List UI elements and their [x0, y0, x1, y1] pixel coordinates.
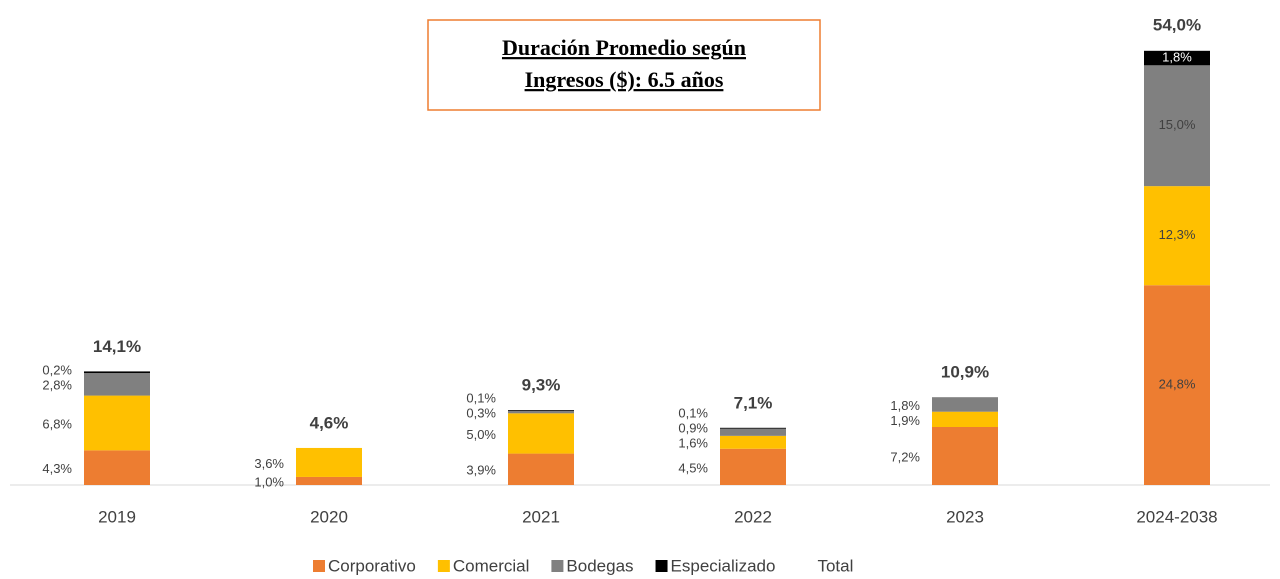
bar-segment: [508, 410, 574, 411]
bar-segment: [932, 411, 998, 427]
data-label: 3,6%: [254, 456, 284, 471]
legend-label: Corporativo: [328, 556, 416, 575]
x-tick-label: 2022: [734, 507, 772, 526]
legend-swatch: [437, 560, 450, 572]
data-label: 1,8%: [1162, 49, 1192, 64]
x-tick-label: 2019: [98, 507, 136, 526]
data-label: 1,8%: [890, 398, 920, 413]
data-label: 0,3%: [466, 406, 496, 421]
data-label: 0,2%: [42, 363, 72, 378]
data-label: 0,1%: [678, 406, 708, 421]
total-label: 14,1%: [93, 337, 141, 356]
legend-label: Especializado: [671, 556, 776, 575]
data-label: 2,8%: [42, 378, 72, 393]
bar-segment: [508, 453, 574, 485]
legend-label: Total: [817, 556, 853, 575]
bar-segment: [932, 427, 998, 485]
x-tick-label: 2021: [522, 507, 560, 526]
data-label: 7,2%: [890, 449, 920, 464]
bar-segment: [84, 373, 150, 396]
chart-title: Duración Promedio según: [502, 35, 746, 60]
total-label: 7,1%: [734, 393, 773, 412]
chart-title: Ingresos ($): 6.5 años: [525, 67, 724, 92]
legend-label: Bodegas: [566, 556, 633, 575]
total-label: 54,0%: [1153, 15, 1201, 34]
bar-segment: [508, 413, 574, 454]
x-tick-label: 2020: [310, 507, 348, 526]
total-label: 9,3%: [522, 376, 561, 395]
data-label: 4,5%: [678, 460, 708, 475]
bar-segment: [1144, 285, 1210, 485]
data-label: 15,0%: [1159, 117, 1196, 132]
bar-segment: [720, 428, 786, 436]
data-label: 12,3%: [1159, 227, 1196, 242]
bar-segment: [296, 447, 362, 477]
data-label: 0,9%: [678, 421, 708, 436]
data-label: 4,3%: [42, 461, 72, 476]
bar-segment: [84, 395, 150, 451]
bar-segment: [296, 476, 362, 485]
title-box: [427, 19, 821, 111]
data-label: 24,8%: [1159, 377, 1196, 392]
bar-segment: [84, 371, 150, 374]
bar-segment: [932, 397, 998, 412]
data-label: 5,0%: [466, 427, 496, 442]
legend-swatch: [655, 560, 668, 572]
data-label: 1,9%: [890, 413, 920, 428]
data-label: 6,8%: [42, 416, 72, 431]
bar-segment: [84, 450, 150, 485]
data-label: 1,0%: [254, 474, 284, 489]
bar-segment: [720, 427, 786, 429]
data-label: 0,1%: [466, 391, 496, 406]
legend-label: Comercial: [453, 556, 530, 575]
total-label: 10,9%: [941, 363, 989, 382]
bar-segment: [1144, 50, 1210, 66]
bar-segment: [720, 435, 786, 449]
data-label: 1,6%: [678, 436, 708, 451]
legend-swatch: [551, 560, 564, 572]
bar-segment: [1144, 65, 1210, 187]
legend-swatch: [313, 560, 325, 572]
x-tick-label: 2024-2038: [1136, 507, 1217, 526]
bar-segment: [720, 448, 786, 485]
total-label: 4,6%: [310, 413, 349, 432]
bar-segment: [1144, 186, 1210, 286]
data-label: 3,9%: [466, 463, 496, 478]
x-tick-label: 2023: [946, 507, 984, 526]
bar-segment: [508, 410, 574, 414]
